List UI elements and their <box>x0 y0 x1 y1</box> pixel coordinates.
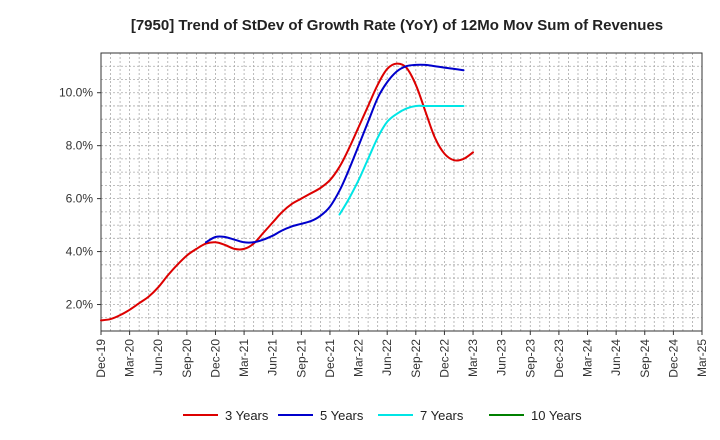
x-tick-label: Dec-23 <box>552 339 566 378</box>
x-tick-label: Jun-21 <box>266 339 280 376</box>
x-tick-label: Mar-25 <box>695 339 709 377</box>
x-tick-label: Mar-21 <box>237 339 251 377</box>
x-tick-label: Jun-20 <box>151 339 165 376</box>
legend-label-3-years: 3 Years <box>225 408 269 423</box>
x-tick-label: Jun-22 <box>380 339 394 376</box>
y-tick-label: 8.0% <box>66 139 94 153</box>
y-tick-label: 10.0% <box>59 86 93 100</box>
x-tick-label: Mar-24 <box>581 339 595 377</box>
x-tick-label: Mar-20 <box>123 339 137 377</box>
series-line-5-years <box>204 63 465 244</box>
plot-area <box>100 52 703 332</box>
x-tick-label: Sep-20 <box>180 339 194 378</box>
x-tick-label: Mar-22 <box>352 339 366 377</box>
plot-background <box>101 53 702 331</box>
series-layer <box>100 62 474 322</box>
y-tick-label: 4.0% <box>66 245 94 259</box>
y-tick-label: 6.0% <box>66 192 94 206</box>
legend-label-7-years: 7 Years <box>420 408 464 423</box>
series-line-3-years <box>100 62 474 322</box>
y-axis: 2.0% 4.0% 6.0% 8.0% 10.0% <box>59 86 101 312</box>
x-tick-label: Jun-23 <box>495 339 509 376</box>
x-tick-label: Sep-23 <box>523 339 537 378</box>
y-tick-label: 2.0% <box>66 298 94 312</box>
x-tick-label: Sep-24 <box>638 339 652 378</box>
x-tick-label: Dec-21 <box>323 339 337 378</box>
legend-label-5-years: 5 Years <box>320 408 364 423</box>
x-axis: Dec-19 Mar-20 Jun-20 Sep-20 Dec-20 Mar-21 Jun-… <box>94 331 709 378</box>
x-tick-label: Dec-22 <box>437 339 451 378</box>
plot-border <box>100 52 703 332</box>
chart-title: [7950] Trend of StDev of Growth Rate (Yo… <box>131 17 663 34</box>
x-tick-label: Dec-20 <box>208 339 222 378</box>
x-tick-label: Mar-23 <box>466 339 480 377</box>
x-tick-label: Dec-19 <box>94 339 108 378</box>
series-line-7-years <box>338 104 465 216</box>
x-tick-label: Sep-22 <box>409 339 423 378</box>
x-tick-label: Dec-24 <box>666 339 680 378</box>
legend-label-10-years: 10 Years <box>531 408 582 423</box>
x-tick-label: Sep-21 <box>294 339 308 378</box>
x-tick-label: Jun-24 <box>609 339 623 376</box>
legend: 3 Years 5 Years 7 Years 10 Years <box>183 408 582 423</box>
